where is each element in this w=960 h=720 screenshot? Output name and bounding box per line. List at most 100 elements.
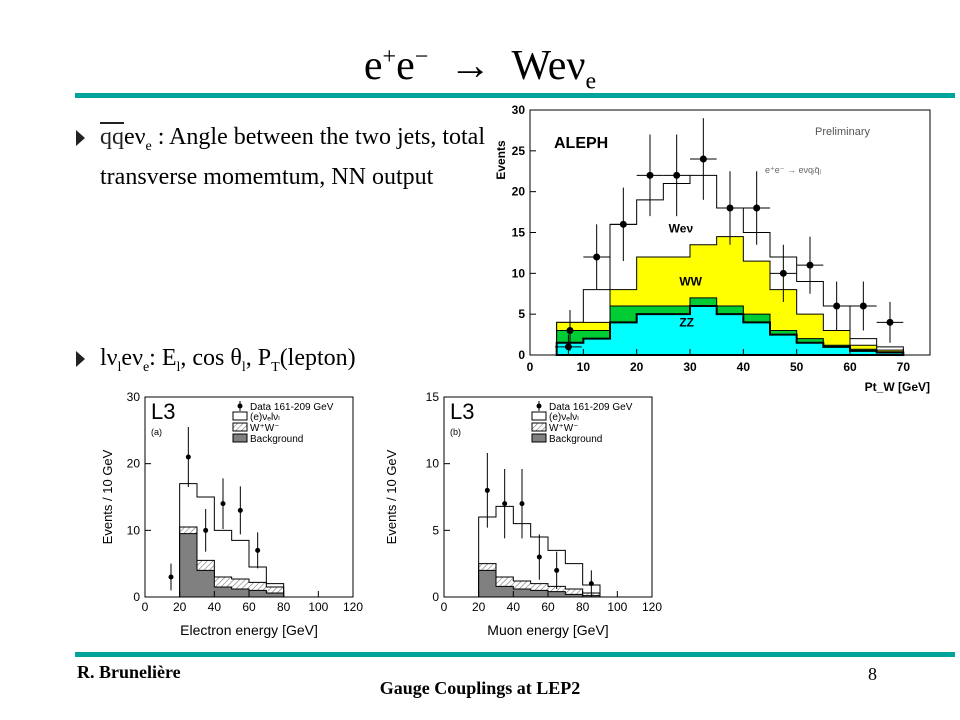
- x-tick-label: 0: [142, 600, 149, 614]
- x-tick-label: 0: [441, 600, 448, 614]
- x-tick-label: 20: [173, 600, 187, 614]
- bullet-triangle-icon: [76, 351, 85, 367]
- page-number: 8: [868, 664, 877, 684]
- y-tick-label: 25: [512, 144, 526, 158]
- panel-label: (a): [151, 427, 162, 437]
- legend-label-ww: W⁺W⁻: [250, 423, 279, 434]
- legend-swatch-background: [232, 433, 248, 443]
- data-point: [588, 581, 594, 587]
- chart-subtitle: Preliminary: [815, 126, 871, 138]
- zz-histogram: [555, 305, 905, 356]
- data-point: [255, 547, 261, 553]
- series-label-wenu: Weν: [669, 222, 694, 236]
- y-tick-label: 10: [127, 523, 141, 537]
- chart-title: L3: [450, 399, 474, 424]
- series-label-zz: ZZ: [679, 315, 694, 329]
- y-tick-label: 15: [512, 226, 526, 240]
- legend-label-background: Background: [250, 434, 303, 445]
- x-tick-label: 120: [642, 600, 662, 614]
- data-point: [673, 171, 681, 179]
- slide-title: e+e− → Weνe: [363, 43, 597, 95]
- x-tick-label: 80: [576, 600, 590, 614]
- aleph-ptw-chart: 0 10 20 30 40 50 60 70 0 5 10 15 20 25 30 ALEPH Prelimin…: [494, 103, 931, 394]
- signal-histogram: [478, 505, 601, 598]
- signal-histogram: [179, 483, 285, 598]
- bottom-rule: [75, 652, 955, 657]
- y-tick-label: 0: [518, 348, 525, 362]
- x-tick-label: 60: [843, 360, 857, 374]
- y-axis-label: Events: [494, 140, 508, 180]
- x-tick-label: 120: [343, 600, 363, 614]
- arrow-symbol: →: [449, 43, 492, 89]
- y-tick-label: 30: [512, 103, 526, 117]
- footer-title: Gauge Couplings at LEP2: [379, 678, 581, 698]
- y-tick-label: 10: [512, 266, 526, 280]
- x-tick-label: 40: [507, 600, 521, 614]
- data-point: [699, 155, 707, 163]
- y-tick-label: 20: [512, 185, 526, 199]
- y-tick-label: 20: [127, 457, 141, 471]
- l3-muon-energy-chart: 0 20 40 60 80 100 120 0 5 10 15 L3 (b) Data 161-209 G…: [384, 390, 662, 638]
- data-point: [646, 171, 654, 179]
- legend-label-data: Data 161-209 GeV: [250, 402, 334, 413]
- y-tick-label: 5: [518, 307, 525, 321]
- x-tick-label: 20: [472, 600, 486, 614]
- data-point: [502, 501, 508, 507]
- x-axis-label: Electron energy [GeV]: [180, 622, 318, 638]
- process-label: e⁺e⁻ → eνqᵢq̄ⱼ: [765, 165, 821, 175]
- legend-label-ww: W⁺W⁻: [549, 423, 578, 434]
- x-tick-label: 100: [607, 600, 627, 614]
- bullet-lnuenu: lνleνe: El, cos θl, PT(lepton): [76, 343, 496, 375]
- chart-title: L3: [151, 399, 175, 424]
- chart-title: ALEPH: [554, 135, 608, 152]
- legend-swatch-ww: [531, 422, 547, 432]
- plot-frame: [443, 396, 653, 598]
- y-axis-label: Events / 10 GeV: [100, 449, 115, 544]
- series-label-ww: WW: [679, 275, 702, 289]
- data-point: [203, 527, 209, 533]
- x-tick-label: 50: [790, 360, 804, 374]
- data-point: [779, 269, 787, 277]
- x-tick-label: 20: [630, 360, 644, 374]
- x-tick-label: 60: [242, 600, 256, 614]
- data-point: [753, 204, 761, 212]
- data-point: [806, 261, 814, 269]
- data-point: [484, 487, 490, 493]
- y-tick-label: 10: [426, 457, 440, 471]
- panel-label: (b): [450, 427, 461, 437]
- data-point: [237, 507, 243, 513]
- l3-electron-energy-chart: 0 20 40 60 80 100 120 0 10 20 30 L3 (a) Data 161-209 …: [100, 390, 363, 638]
- data-point: [593, 253, 601, 261]
- data-point: [185, 454, 191, 460]
- y-tick-label: 5: [432, 523, 439, 537]
- data-point: [536, 554, 542, 560]
- data-point: [220, 501, 226, 507]
- y-tick-label: 30: [127, 390, 141, 404]
- y-tick-label: 0: [432, 590, 439, 604]
- y-tick-label: 15: [426, 390, 440, 404]
- bullet-triangle-icon: [76, 130, 85, 146]
- x-tick-label: 10: [577, 360, 591, 374]
- x-axis-label: Muon energy [GeV]: [487, 622, 608, 638]
- data-point: [566, 327, 574, 334]
- legend-label-signal: (e)νₑlνₗ: [250, 412, 280, 423]
- x-tick-label: 40: [208, 600, 222, 614]
- data-point: [726, 204, 734, 212]
- legend-swatch-ww: [232, 422, 248, 432]
- x-tick-label: 80: [277, 600, 291, 614]
- x-tick-label: 40: [737, 360, 751, 374]
- legend-swatch-signal: [232, 411, 248, 421]
- x-axis-label: Pt_W [GeV]: [865, 380, 930, 394]
- x-tick-label: 30: [683, 360, 697, 374]
- top-rule: [75, 93, 955, 98]
- background-histogram: [179, 533, 285, 598]
- legend-label-data: Data 161-209 GeV: [549, 402, 633, 413]
- bullet-qqenu: qqeνe : Angle between the two jets, tota…: [76, 122, 496, 217]
- data-point: [168, 574, 174, 580]
- footer-author: R. Brunelière: [77, 662, 181, 682]
- y-tick-label: 0: [133, 590, 140, 604]
- legend-swatch-background: [531, 433, 547, 443]
- data-point: [554, 567, 560, 573]
- data-point: [859, 302, 867, 310]
- legend-label-signal: (e)νₑlνₗ: [549, 412, 579, 423]
